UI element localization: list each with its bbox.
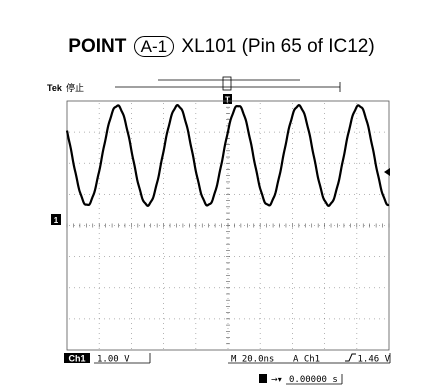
trigger-level-marker-icon — [384, 168, 390, 176]
trigger-position-icon: T — [223, 94, 232, 105]
signal-label: XL101 (Pin 65 of IC12) — [181, 36, 375, 57]
horizontal-position: 0.00000 s — [289, 375, 338, 385]
svg-text:→▾: →▾ — [271, 375, 282, 384]
page-title: POINT A-1 XL101 (Pin 65 of IC12) — [0, 36, 443, 58]
svg-text:1: 1 — [54, 216, 59, 225]
graticule — [66, 100, 390, 349]
ch1-ground-marker-icon: 1 — [51, 214, 61, 225]
horizontal-position-icon: →▾ — [259, 374, 282, 384]
svg-text:T: T — [225, 96, 230, 105]
timebase-readout: M 20.0ns — [231, 355, 274, 365]
trigger-source: A Ch1 — [293, 355, 320, 365]
graticule-border — [66, 100, 390, 351]
record-position-icon — [222, 76, 232, 91]
channel-label: Ch1 — [68, 354, 85, 364]
title-prefix: POINT — [68, 36, 127, 57]
scope-brand: Tek — [47, 83, 63, 93]
trigger-level: 1.46 V — [357, 355, 390, 365]
ch1-waveform — [65, 104, 390, 207]
rising-edge-icon — [345, 353, 356, 362]
volts-per-div: 1.00 V — [97, 355, 130, 365]
channel-badge — [64, 353, 90, 363]
test-point-badge: A-1 — [133, 36, 175, 57]
scope-status: 停止 — [66, 82, 84, 94]
